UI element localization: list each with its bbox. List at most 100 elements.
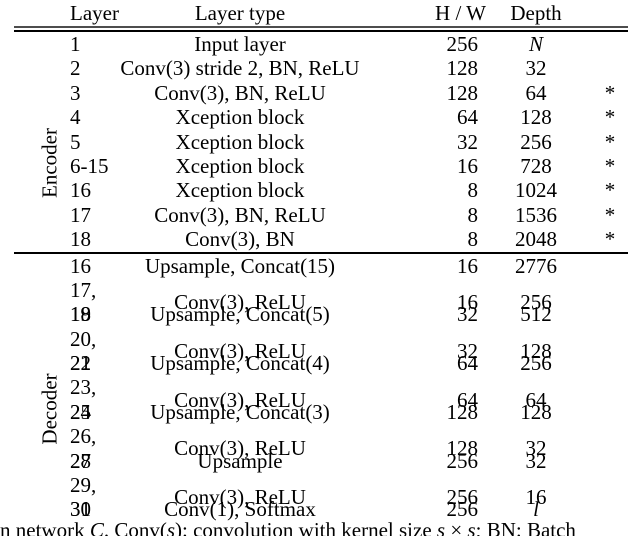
cell-layer-type: Conv(3), BN, ReLU — [154, 202, 326, 227]
cell-hw: 32 — [457, 302, 478, 327]
cell-layer: 25 — [70, 399, 91, 424]
cell-layer-type: Upsample, Concat(3) — [150, 399, 330, 424]
cell-star: * — [604, 105, 616, 130]
cell-depth: 2776 — [515, 253, 557, 278]
cell-depth: 728 — [520, 153, 552, 178]
cell-depth: 1024 — [515, 178, 557, 203]
table-row: 19 Upsample, Concat(5) 32 512 — [14, 302, 628, 326]
table-row: 23, 24 Conv(3), ReLU 64 64 — [14, 375, 628, 423]
cell-layer-type: Conv(3), ReLU — [174, 338, 306, 363]
cell-hw: 128 — [446, 80, 479, 105]
cell-depth: 32 — [525, 448, 547, 473]
cell-star: * — [604, 129, 616, 154]
col-header-hw: H / W — [435, 0, 486, 25]
table-row: 17 Conv(3), BN, ReLU 8 1536 * — [14, 203, 628, 227]
cell-hw: 8 — [467, 227, 479, 252]
table-row: 29, 30 Conv(3), ReLU 256 16 — [14, 473, 628, 521]
cell-layer-type: Xception block — [175, 153, 305, 178]
cell-layer: 1 — [70, 32, 81, 56]
cell-layer-type: Xception block — [175, 178, 305, 203]
cell-layer-type: Conv(3), ReLU — [174, 485, 306, 510]
cell-layer: 17, 18 — [70, 277, 97, 327]
cell-star: * — [604, 178, 616, 203]
cell-layer: 19 — [70, 302, 91, 327]
cell-hw: 16 — [457, 253, 478, 278]
table-row: 16 Upsample, Concat(15) 16 2776 — [14, 254, 628, 278]
cell-hw: 8 — [467, 202, 479, 227]
table-row: 20, 21 Conv(3), ReLU 32 128 — [14, 327, 628, 375]
col-header-depth: Depth — [510, 0, 562, 25]
table-row: 18 Conv(3), BN 8 2048 * — [14, 227, 628, 251]
cell-layer-type: Conv(3), ReLU — [174, 387, 306, 412]
table-row: 1 Input layer 256 N — [14, 32, 628, 56]
cell-depth: 256 — [520, 290, 552, 315]
cell-hw: 256 — [446, 448, 479, 473]
table-row: 3 Conv(3), BN, ReLU 128 64 * — [14, 81, 628, 105]
cell-layer: 28 — [70, 448, 91, 473]
table-row: 17, 18 Conv(3), ReLU 16 256 — [14, 278, 628, 326]
col-header-layer-type: Layer type — [194, 0, 286, 25]
cell-hw: 64 — [457, 105, 478, 130]
cell-depth: 32 — [525, 56, 547, 81]
table-row: 5 Xception block 32 256 * — [14, 130, 628, 154]
caption-segment: s — [166, 518, 176, 536]
cell-layer: 26, 27 — [70, 424, 97, 473]
cell-layer: 2 — [70, 56, 81, 81]
cell-depth: 64 — [525, 387, 547, 412]
caption-segment: s — [467, 518, 476, 536]
cell-layer: 17 — [70, 202, 91, 227]
table-row: 16 Xception block 8 1024 * — [14, 178, 628, 202]
cell-layer: 23, 24 — [70, 375, 97, 424]
cell-depth: 1536 — [515, 202, 557, 227]
cell-hw: 256 — [446, 485, 479, 510]
section-divider-rule — [14, 251, 628, 254]
table-row: 4 Xception block 64 128 * — [14, 105, 628, 129]
cell-depth: 32 — [525, 436, 547, 461]
decoder-section: Decoder 16 Upsample, Concat(15) 16 2776 17, 1… — [14, 254, 628, 522]
header-double-rule — [14, 26, 628, 32]
cell-depth: 512 — [520, 302, 552, 327]
cell-hw: 32 — [457, 129, 478, 154]
cell-star: * — [604, 80, 616, 105]
encoder-section: Encoder 1 Input layer 256 N 2 Conv(3) stride 2… — [14, 32, 628, 252]
table-row: 6-15 Xception block 16 728 * — [14, 154, 628, 178]
table-row: 22 Upsample, Concat(4) 64 256 — [14, 351, 628, 375]
cell-layer: 4 — [70, 105, 81, 130]
cell-hw: 16 — [457, 290, 478, 315]
cell-layer: 16 — [70, 253, 91, 278]
table-body: Encoder 1 Input layer 256 N 2 Conv(3) stride 2… — [14, 32, 628, 522]
cell-hw: 64 — [457, 351, 478, 376]
caption-segment: ): convolution with kernel size — [175, 518, 437, 536]
cell-depth: 128 — [520, 338, 552, 363]
caption-segment: × — [445, 518, 468, 536]
cell-star: * — [604, 227, 616, 252]
cell-layer: 3 — [70, 80, 81, 105]
cell-depth: N — [528, 32, 543, 56]
col-header-layer: Layer — [70, 0, 119, 25]
cell-layer: 16 — [70, 178, 91, 203]
cell-layer-type: Conv(3), ReLU — [174, 436, 306, 461]
cell-hw: 32 — [457, 338, 478, 363]
cell-hw: 256 — [446, 32, 479, 56]
cell-layer-type: Xception block — [175, 129, 305, 154]
cell-layer-type: Xception block — [175, 105, 305, 130]
cell-depth: 64 — [525, 80, 547, 105]
cell-layer-type: Input layer — [194, 32, 286, 56]
table-caption: n network C. Conv(s): convolution with k… — [0, 518, 640, 536]
cell-layer: 20, 21 — [70, 326, 97, 376]
caption-segment: C — [89, 518, 104, 536]
caption-segment: . Conv( — [103, 518, 167, 536]
table-row: 28 Upsample 256 32 — [14, 449, 628, 473]
cell-hw: 256 — [446, 497, 479, 522]
cell-hw: 16 — [457, 153, 478, 178]
cell-layer: 18 — [70, 227, 91, 252]
cell-depth: 16 — [525, 485, 547, 510]
cell-layer-type: Upsample, Concat(15) — [144, 253, 336, 278]
cell-hw: 128 — [446, 56, 479, 81]
architecture-table: Layer Layer type H / W Depth Encoder 1 Inp… — [14, 0, 628, 522]
cell-layer-type: Conv(3) stride 2, BN, ReLU — [120, 56, 360, 81]
caption-segment: s — [436, 518, 446, 536]
caption-segment: n network — [0, 518, 90, 536]
cell-depth: 256 — [520, 129, 552, 154]
